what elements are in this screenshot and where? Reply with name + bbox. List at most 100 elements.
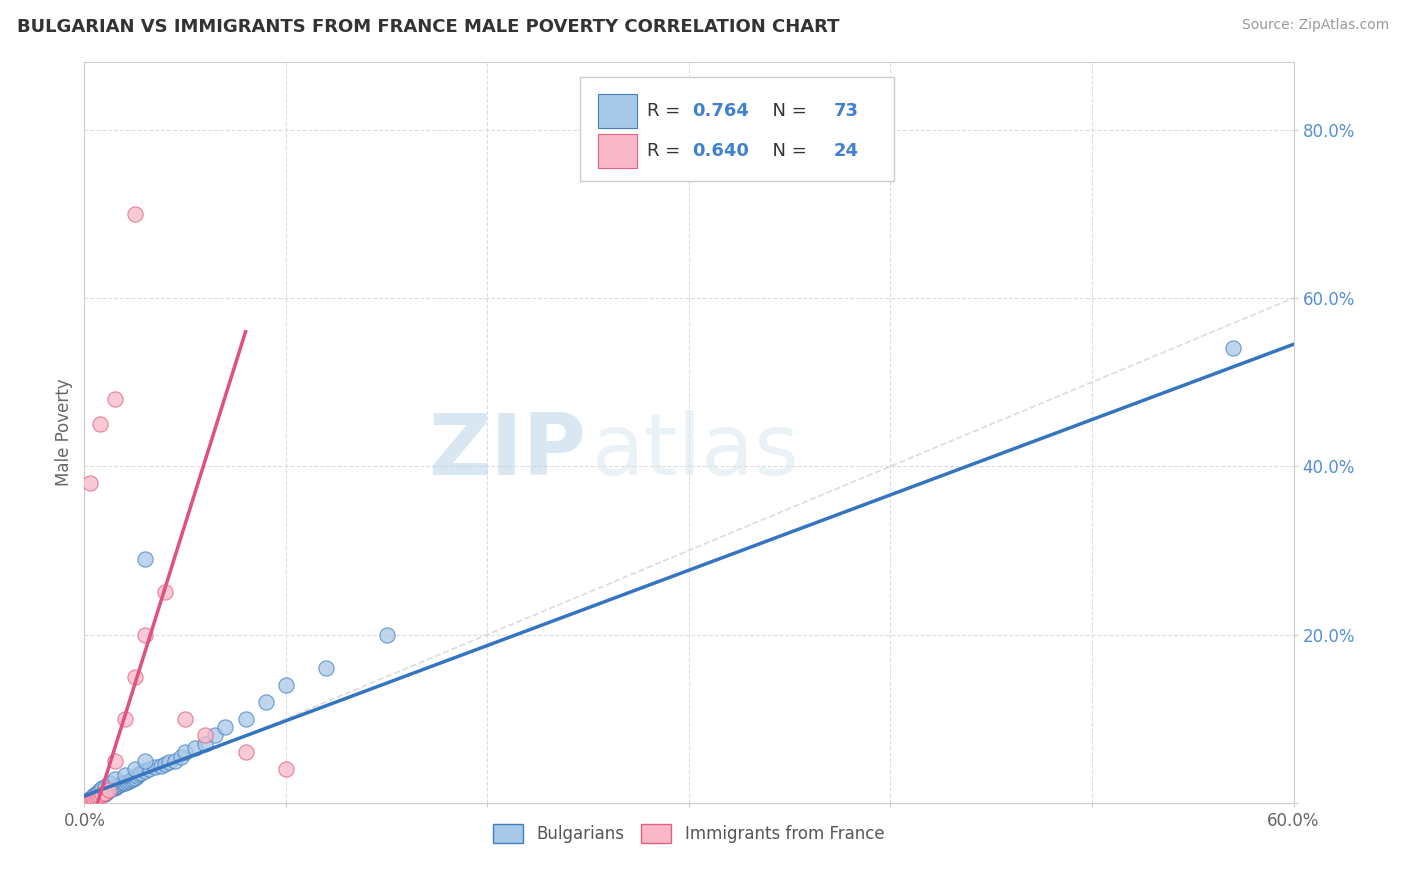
Point <box>87 789 110 804</box>
Point <box>1222 342 1244 356</box>
Point <box>77 794 100 808</box>
Point <box>96 785 118 799</box>
Point <box>100 782 122 797</box>
Text: 0.764: 0.764 <box>693 103 749 120</box>
Point <box>153 757 176 772</box>
Point <box>89 789 111 803</box>
Point <box>138 762 160 776</box>
Point <box>104 780 127 794</box>
Point <box>86 790 108 805</box>
Point <box>114 775 136 789</box>
Point <box>79 793 101 807</box>
Point <box>118 773 141 788</box>
Point <box>79 791 101 805</box>
Point <box>104 772 127 787</box>
Point <box>91 787 114 801</box>
Point <box>96 784 118 798</box>
Point <box>79 792 101 806</box>
Point <box>87 789 110 803</box>
Point <box>82 791 104 805</box>
Point <box>97 783 120 797</box>
Point <box>174 712 197 726</box>
Point <box>93 787 115 801</box>
Point <box>114 712 136 726</box>
Point <box>101 781 124 796</box>
Point <box>125 769 148 783</box>
Point <box>184 741 207 756</box>
Text: Source: ZipAtlas.com: Source: ZipAtlas.com <box>1241 18 1389 32</box>
Point <box>83 791 105 805</box>
Point <box>77 793 100 807</box>
Point <box>86 789 108 804</box>
Point <box>105 779 128 793</box>
Point <box>86 787 108 801</box>
Point <box>82 792 104 806</box>
Point <box>82 792 104 806</box>
Point <box>83 790 105 805</box>
Point <box>174 745 197 759</box>
Point <box>79 476 101 491</box>
Point <box>143 760 166 774</box>
Point <box>91 788 114 802</box>
Point <box>93 780 115 794</box>
Point <box>75 795 97 809</box>
Point <box>274 762 297 776</box>
Point <box>194 729 217 743</box>
Point <box>235 745 257 759</box>
Point <box>375 627 398 641</box>
Point <box>134 551 156 566</box>
Point <box>77 794 100 808</box>
Point <box>129 765 152 780</box>
Point <box>121 772 143 787</box>
Point <box>89 789 111 803</box>
Point <box>149 758 172 772</box>
Point <box>83 789 105 803</box>
Point <box>104 780 127 795</box>
Point <box>104 392 127 406</box>
Point <box>157 756 180 770</box>
Point <box>89 788 111 802</box>
Point <box>124 771 146 785</box>
Point <box>89 417 111 432</box>
FancyBboxPatch shape <box>581 78 894 181</box>
Point <box>97 783 120 797</box>
Point <box>97 776 120 790</box>
Y-axis label: Male Poverty: Male Poverty <box>55 379 73 486</box>
Point <box>128 767 150 781</box>
FancyBboxPatch shape <box>599 134 637 168</box>
Text: R =: R = <box>647 142 686 160</box>
Text: 24: 24 <box>834 142 859 160</box>
Text: N =: N = <box>762 142 813 160</box>
Point <box>134 754 156 768</box>
Point <box>120 773 142 788</box>
Point <box>315 661 337 675</box>
Point <box>134 764 156 778</box>
FancyBboxPatch shape <box>599 95 637 128</box>
Point <box>214 720 236 734</box>
Point <box>75 795 97 809</box>
Point <box>124 762 146 776</box>
Text: ZIP: ZIP <box>429 409 586 492</box>
Point <box>104 754 127 768</box>
Point <box>79 793 101 807</box>
Point <box>165 754 187 768</box>
Point <box>83 791 105 805</box>
Point <box>93 786 115 800</box>
Point <box>111 776 134 790</box>
Point <box>124 207 146 221</box>
Point <box>87 789 110 804</box>
Text: 73: 73 <box>834 103 859 120</box>
Text: BULGARIAN VS IMMIGRANTS FROM FRANCE MALE POVERTY CORRELATION CHART: BULGARIAN VS IMMIGRANTS FROM FRANCE MALE… <box>17 18 839 36</box>
Point <box>124 670 146 684</box>
Point <box>91 781 114 796</box>
Point <box>194 737 217 751</box>
Point <box>254 695 277 709</box>
Text: atlas: atlas <box>592 409 800 492</box>
Point <box>110 777 132 791</box>
Point <box>134 627 156 641</box>
Point <box>91 788 114 802</box>
Legend: Bulgarians, Immigrants from France: Bulgarians, Immigrants from France <box>486 817 891 850</box>
Text: N =: N = <box>762 103 813 120</box>
Point <box>75 795 97 809</box>
Point <box>89 783 111 797</box>
